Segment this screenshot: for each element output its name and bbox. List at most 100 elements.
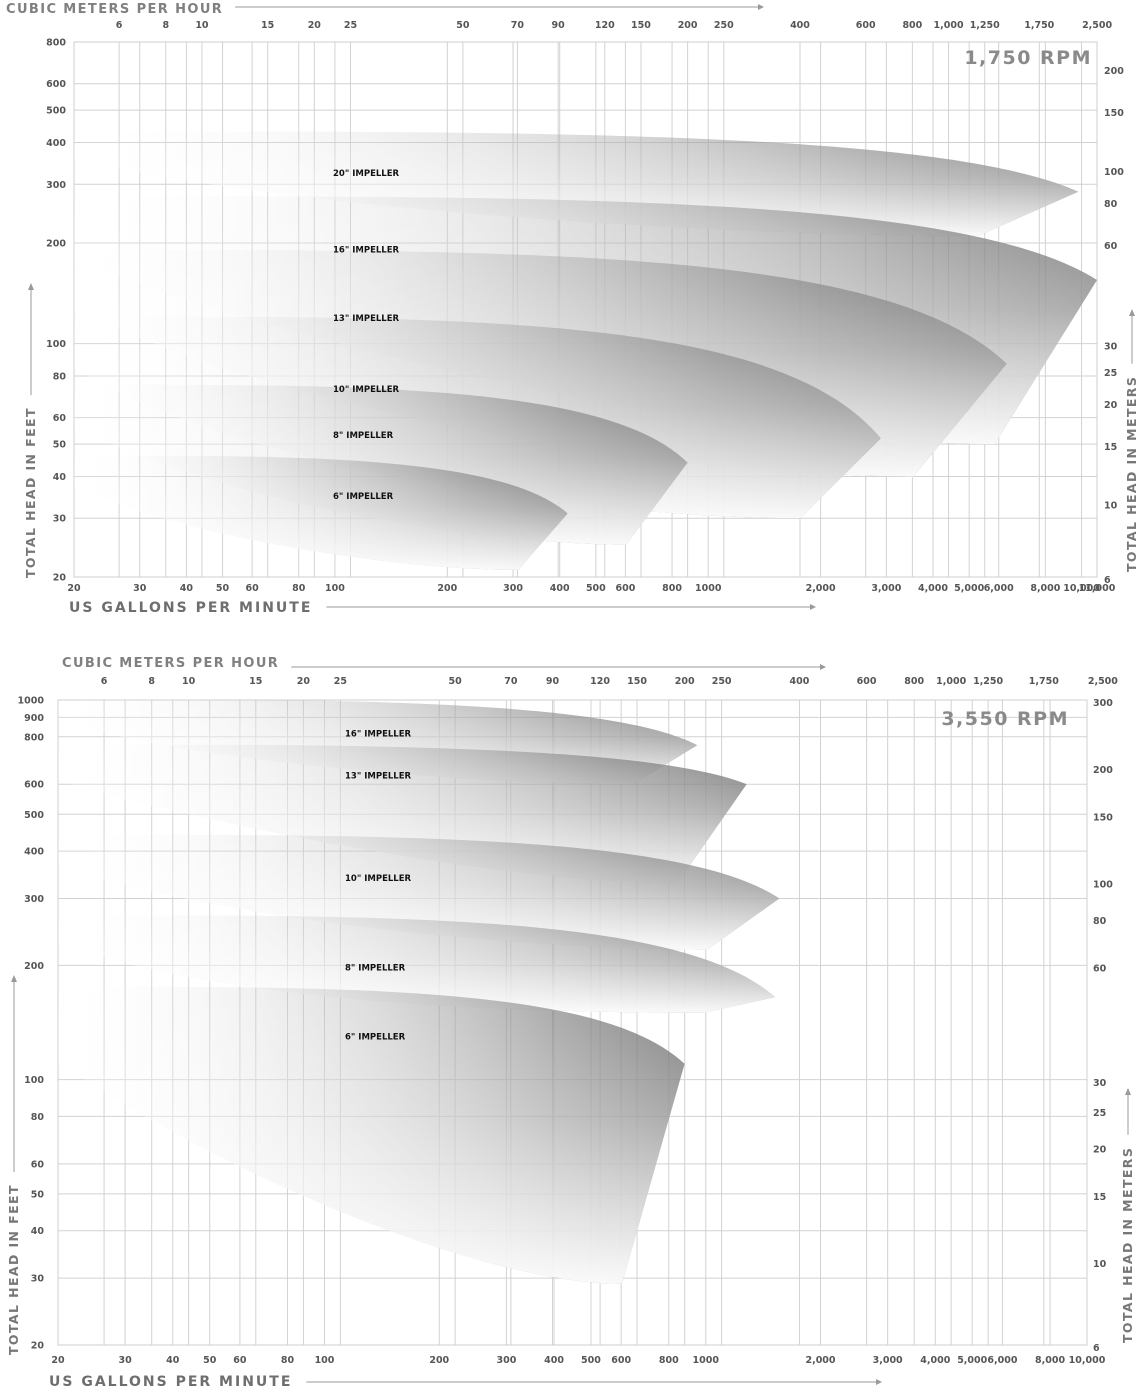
bottom-tick-label: 100 [325,583,345,594]
impeller-band-shade-20-impeller [74,131,1079,236]
top-tick-label: 25 [344,20,357,31]
left-tick-label: 900 [24,713,44,724]
impeller-label-20-impeller: 20" IMPELLER [333,169,400,179]
bottom-axis-title: US GALLONS PER MINUTE [49,1374,292,1390]
top-tick-label: 2,500 [1082,20,1112,31]
left-axis-ticks: 20 30 40 50 60 80 100 200 300 400 500 600 800 [46,38,66,584]
top-tick-label: 400 [790,20,810,31]
left-tick-label: 40 [31,1226,45,1237]
right-tick-label: 25 [1093,1108,1106,1119]
left-tick-label: 80 [53,371,67,382]
bottom-tick-label: 200 [437,583,457,594]
bottom-tick-label: 10,000 [1063,583,1100,594]
right-tick-label: 60 [1104,241,1118,252]
bottom-tick-label: 500 [586,583,606,594]
top-tick-label: 15 [249,676,262,687]
right-tick-label: 80 [1104,199,1118,210]
top-axis-title: CUBIC METERS PER HOUR [6,2,223,17]
top-tick-label: 200 [678,20,698,31]
top-axis-title: CUBIC METERS PER HOUR [62,656,279,671]
right-axis-ticks: 6 10 15 20 25 30 60 80 100 150 200 300 [1093,698,1113,1354]
left-axis-title: TOTAL HEAD IN FEET [23,407,38,578]
top-tick-label: 90 [546,676,560,687]
left-axis-title: TOTAL HEAD IN FEET [6,1184,21,1355]
top-tick-label: 600 [856,20,876,31]
impeller-bands [58,699,780,1284]
bottom-tick-label: 80 [281,1355,295,1366]
right-axis-arrowhead [1129,309,1135,316]
impeller-label-13-impeller: 13" IMPELLER [333,314,400,324]
right-tick-label: 6 [1093,1343,1100,1354]
top-tick-label: 600 [857,676,877,687]
top-tick-label: 10 [182,676,196,687]
right-axis-title: TOTAL HEAD IN METERS [1120,1147,1135,1343]
top-tick-label: 150 [627,676,647,687]
top-tick-label: 200 [675,676,695,687]
bottom-tick-label: 40 [166,1355,180,1366]
right-tick-label: 6 [1104,575,1111,586]
bottom-axis-title: US GALLONS PER MINUTE [69,600,312,616]
left-axis-arrowhead [11,975,17,982]
impeller-label-8-impeller: 8" IMPELLER [333,431,394,441]
top-tick-label: 1,750 [1029,676,1059,687]
left-tick-label: 60 [31,1159,45,1170]
top-tick-label: 70 [511,20,525,31]
impeller-label-6-impeller: 6" IMPELLER [345,1033,406,1043]
right-tick-label: 10 [1093,1259,1107,1270]
left-tick-label: 50 [53,440,67,451]
bottom-axis-ticks: 20 30 40 50 60 80 100 200 300 400 500 600 800 1000 2,0… [67,583,1115,594]
impeller-label-13-impeller: 13" IMPELLER [345,772,412,782]
right-tick-label: 100 [1104,167,1124,178]
bottom-tick-label: 50 [203,1355,217,1366]
bottom-tick-label: 600 [611,1355,631,1366]
left-tick-label: 600 [24,780,44,791]
bottom-tick-label: 8,000 [1030,583,1060,594]
bottom-tick-label: 6,000 [987,1355,1017,1366]
bottom-tick-label: 800 [662,583,682,594]
bottom-tick-label: 4,000 [918,583,948,594]
right-axis-title: TOTAL HEAD IN METERS [1124,376,1139,572]
bottom-tick-label: 2,000 [805,1355,835,1366]
top-tick-label: 50 [449,676,463,687]
right-tick-label: 150 [1104,108,1124,119]
right-tick-label: 30 [1093,1078,1107,1089]
rpm-label: 1,750 RPM [964,47,1092,69]
left-tick-label: 20 [31,1341,45,1352]
bottom-tick-label: 4,000 [920,1355,950,1366]
bottom-tick-label: 300 [503,583,523,594]
right-tick-label: 200 [1093,765,1113,776]
top-tick-label: 15 [261,20,274,31]
bottom-tick-label: 5,000 [957,1355,987,1366]
top-tick-label: 150 [631,20,651,31]
top-tick-label: 250 [714,20,734,31]
top-tick-label: 50 [456,20,470,31]
top-tick-label: 70 [504,676,518,687]
impeller-label-16-impeller: 16" IMPELLER [333,245,400,255]
left-tick-label: 100 [24,1075,44,1086]
left-tick-label: 300 [24,894,44,905]
bottom-tick-label: 8,000 [1035,1355,1065,1366]
left-tick-label: 400 [24,847,44,858]
bottom-tick-label: 500 [581,1355,601,1366]
impeller-label-6-impeller: 6" IMPELLER [333,492,394,502]
top-axis-ticks: 6 8 10 15 20 25 50 70 90 120 150 200 250 400 600 800 1,0… [101,676,1119,687]
right-axis-ticks: 6 10 15 20 25 30 60 80 100 150 200 [1104,66,1124,586]
top-tick-label: 8 [162,20,169,31]
top-tick-label: 20 [297,676,311,687]
bottom-tick-label: 1000 [695,583,722,594]
impeller-bands [74,131,1097,570]
impeller-label-8-impeller: 8" IMPELLER [345,963,406,973]
impeller-label-16-impeller: 16" IMPELLER [345,730,412,740]
left-axis-arrowhead [28,283,34,290]
pump-curve-chart-3550-rpm: 16" IMPELLER 13" IMPELLER 10" IMPELLER 8" I… [6,656,1135,1390]
right-tick-label: 25 [1104,368,1117,379]
left-tick-label: 400 [46,138,66,149]
bottom-tick-label: 600 [615,583,635,594]
top-tick-label: 25 [334,676,347,687]
right-tick-label: 60 [1093,963,1107,974]
right-tick-label: 10 [1104,501,1118,512]
impeller-labels: 16" IMPELLER 13" IMPELLER 10" IMPELLER 8" I… [345,730,412,1043]
top-tick-label: 400 [790,676,810,687]
bottom-tick-label: 11,000 [1079,583,1116,594]
rpm-label: 3,550 RPM [941,708,1069,730]
